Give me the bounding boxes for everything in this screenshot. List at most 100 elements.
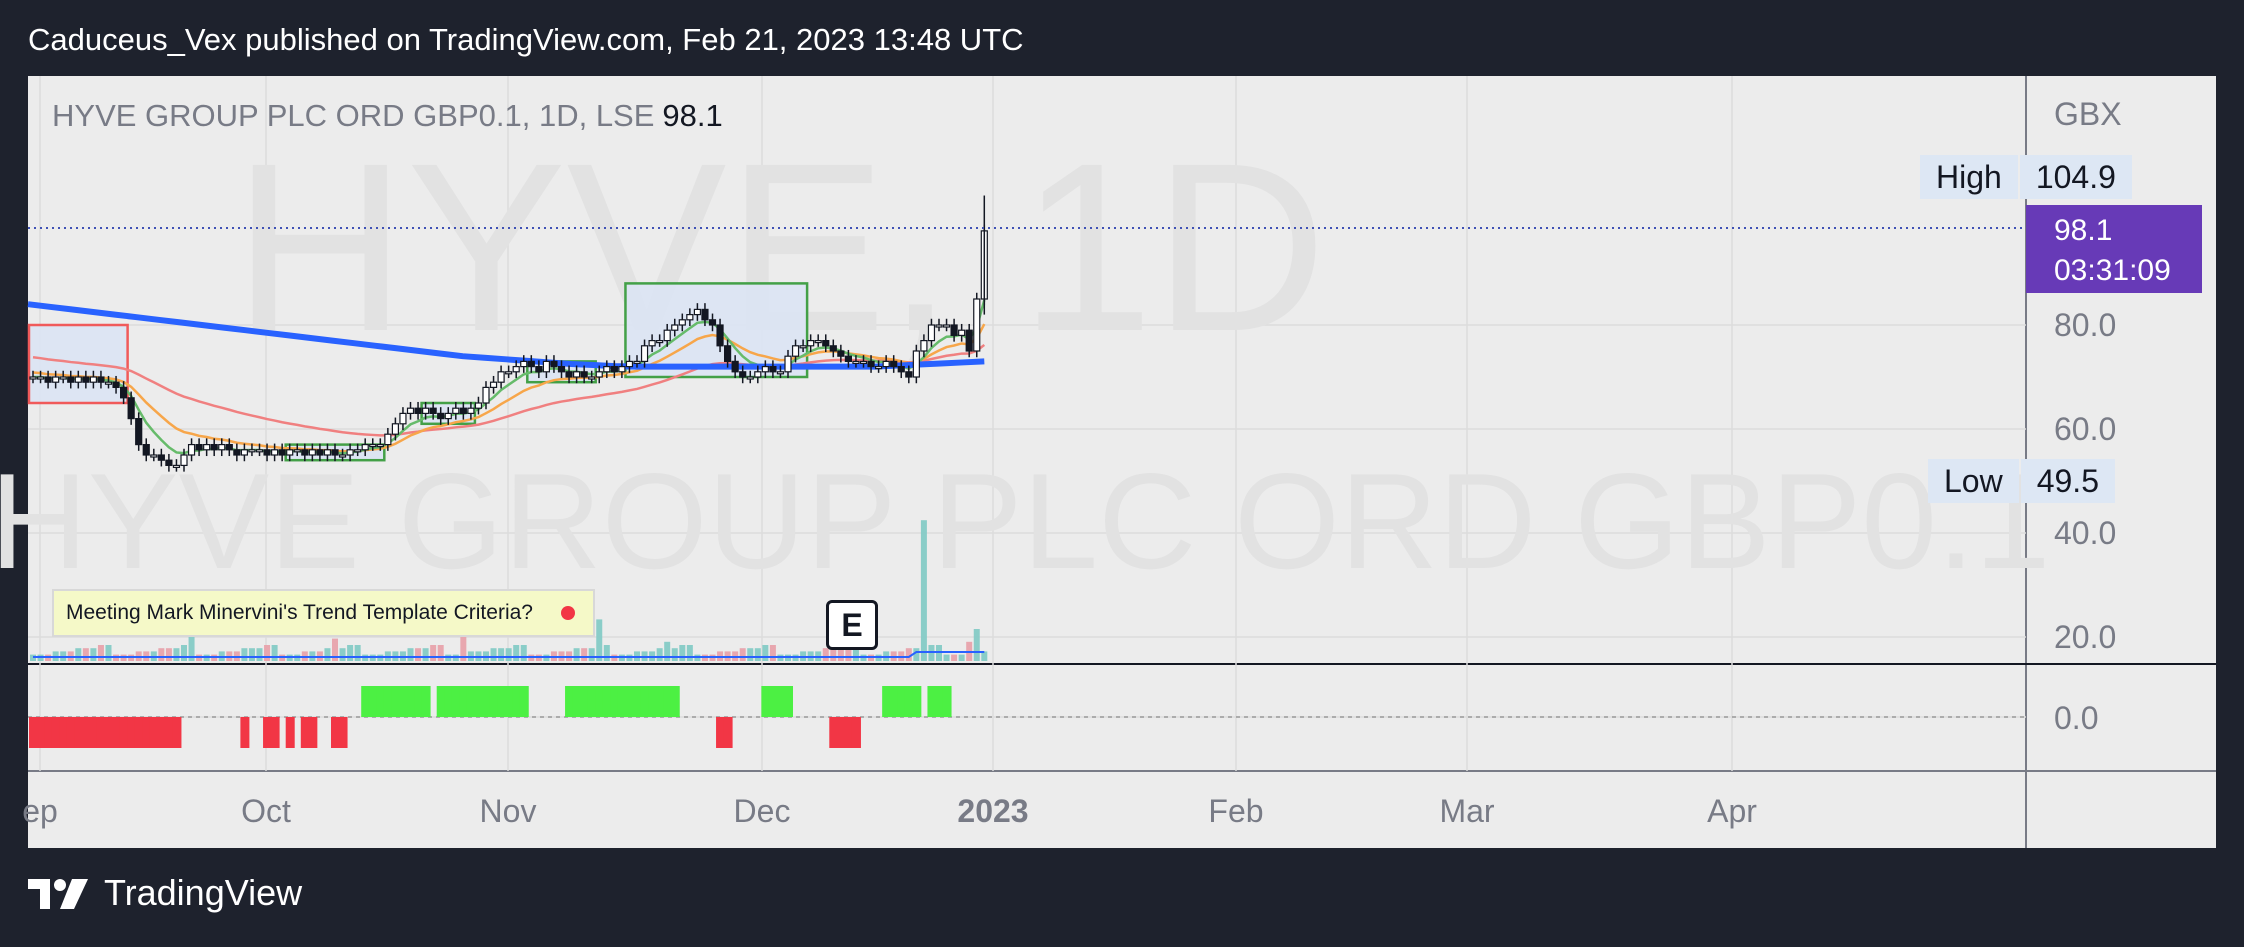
- criteria-met-bar: [610, 686, 620, 717]
- indicator-legend[interactable]: Meeting Mark Minervini's Trend Template …: [52, 589, 595, 637]
- criteria-met-bar: [580, 686, 590, 717]
- volume-bar: [460, 632, 467, 661]
- criteria-met-bar: [648, 686, 658, 717]
- volume-bar: [97, 645, 104, 661]
- criteria-met-bar: [497, 686, 507, 717]
- criteria-not-met-bar: [51, 717, 61, 748]
- criteria-not-met-bar: [851, 717, 861, 748]
- candle-body: [890, 360, 898, 368]
- symbol-legend[interactable]: HYVE GROUP PLC ORD GBP0.1, 1D, LSE 98.1: [52, 98, 723, 134]
- candle-body: [323, 449, 332, 456]
- volume-bar: [75, 648, 82, 661]
- criteria-met-bar: [912, 686, 922, 717]
- ma-50-line: [32, 343, 986, 437]
- volume-bar: [958, 654, 965, 661]
- criteria-met-bar: [361, 686, 371, 717]
- volume-bar: [437, 645, 444, 661]
- criteria-not-met-bar: [89, 717, 99, 748]
- candle-body: [640, 345, 649, 362]
- volume-bar: [490, 648, 497, 661]
- criteria-met-bar: [512, 686, 522, 717]
- criteria-met-bar: [391, 686, 401, 717]
- price-tick: 40.0: [2054, 515, 2116, 551]
- time-tick: Mar: [1439, 793, 1494, 829]
- candle-body: [467, 407, 475, 415]
- criteria-met-bar: [889, 686, 899, 717]
- volume-bar: [520, 645, 527, 661]
- price-axis-ticks: 80.0 60.0 40.0 20.0 0.0: [2054, 307, 2116, 736]
- volume-bar: [188, 629, 195, 661]
- chart-panel[interactable]: [28, 76, 2216, 848]
- candle-body: [807, 340, 815, 347]
- criteria-met-bar: [655, 686, 665, 717]
- volume-bar: [837, 648, 844, 661]
- candle-body: [572, 371, 581, 378]
- footer-brand[interactable]: TradingView: [28, 872, 302, 914]
- criteria-met-bar: [595, 686, 605, 717]
- candle-body: [59, 376, 67, 380]
- criteria-met-bar: [436, 686, 446, 717]
- candle-body: [316, 449, 324, 456]
- candle-body: [459, 407, 467, 415]
- candle-body: [920, 340, 928, 352]
- price-tick: 20.0: [2054, 619, 2116, 655]
- candle-body: [301, 449, 309, 456]
- criteria-not-met-bar: [66, 717, 76, 748]
- volume-bar: [981, 651, 988, 661]
- candle-body: [482, 386, 490, 404]
- candle-body: [663, 329, 671, 342]
- criteria-met-bar: [935, 686, 944, 717]
- sma-200-line: [27, 301, 985, 370]
- candle-body: [716, 324, 724, 347]
- criteria-not-met-bar: [74, 717, 84, 748]
- time-axis-ticks[interactable]: ep Oct Nov Dec 2023 Feb Mar Apr: [22, 793, 1757, 829]
- candle-body: [867, 360, 875, 368]
- criteria-met-bar: [633, 686, 642, 717]
- volume-bar: [762, 645, 769, 661]
- candle-body: [187, 444, 196, 456]
- candle-body: [874, 366, 883, 370]
- candle-body: [527, 360, 535, 368]
- time-tick: Dec: [734, 793, 791, 829]
- volume-bar: [158, 648, 165, 661]
- criteria-met-bar: [761, 686, 771, 717]
- low-label-text: Low: [1928, 459, 2019, 503]
- last-price-tag: 98.1 03:31:09: [2026, 205, 2202, 293]
- candle-body: [731, 360, 739, 373]
- candle-body: [127, 397, 135, 420]
- candle-body: [965, 329, 973, 352]
- candle-body: [233, 449, 241, 456]
- volume-bar: [271, 645, 278, 661]
- criteria-met-bar: [383, 686, 393, 717]
- candle-body: [444, 412, 452, 420]
- time-tick: ep: [22, 793, 58, 829]
- volume-bar: [415, 648, 422, 661]
- candle-body: [625, 360, 634, 368]
- candle-body: [633, 360, 641, 364]
- candle-body: [52, 376, 60, 383]
- volume-ma-line: [33, 651, 985, 658]
- candle-body: [859, 360, 868, 364]
- candle-body: [452, 407, 460, 415]
- earnings-badge[interactable]: E: [826, 600, 878, 650]
- watermark-name: HYVE GROUP PLC ORD GBP0.1: [0, 445, 2050, 597]
- candle-body: [399, 412, 407, 425]
- criteria-met-bar: [572, 686, 582, 717]
- candle-body: [308, 449, 316, 456]
- criteria-met-bar: [587, 686, 597, 717]
- currency-label: GBX: [2054, 96, 2122, 132]
- last-value: 98.1: [662, 98, 723, 133]
- candle-body: [422, 407, 430, 415]
- criteria-not-met-bar: [723, 717, 733, 748]
- candle-body: [263, 449, 271, 456]
- volume-bar: [943, 654, 950, 661]
- criteria-not-met-bar: [134, 717, 144, 748]
- volume-bar: [754, 648, 761, 661]
- volume-bar: [920, 520, 927, 661]
- candle-body: [761, 366, 769, 373]
- candle-body: [791, 345, 800, 357]
- criteria-not-met-bar: [331, 717, 340, 748]
- candle-body: [686, 314, 694, 321]
- candle-body: [142, 444, 150, 456]
